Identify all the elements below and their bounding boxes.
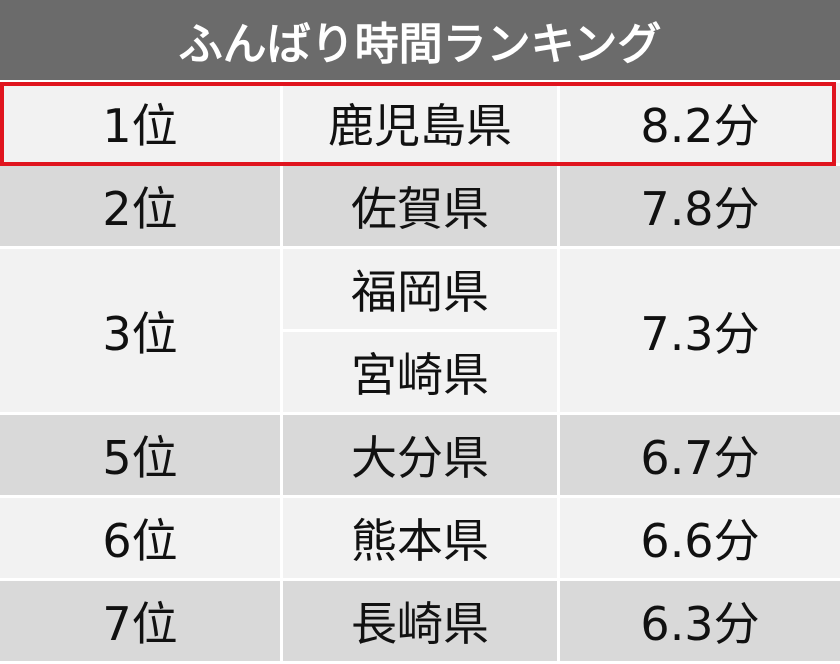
prefecture-cell: 長崎県 xyxy=(283,581,557,661)
time-cell: 7.3分 xyxy=(560,249,840,412)
time-cell: 7.8分 xyxy=(560,166,840,246)
rank-cell: 2位 xyxy=(0,166,280,246)
prefecture-cell: 佐賀県 xyxy=(283,166,557,246)
time-cell: 8.2分 xyxy=(560,83,840,163)
table-title: ふんばり時間ランキング xyxy=(0,0,840,80)
rank-cell: 1位 xyxy=(0,83,280,163)
time-cell: 6.7分 xyxy=(560,415,840,495)
rank-cell: 7位 xyxy=(0,581,280,661)
rank-cell: 3位 xyxy=(0,249,280,412)
prefecture-cell: 福岡県 xyxy=(283,249,557,329)
prefecture-cell: 鹿児島県 xyxy=(283,83,557,163)
rank-cell: 5位 xyxy=(0,415,280,495)
rank-cell: 6位 xyxy=(0,498,280,578)
prefecture-cell: 熊本県 xyxy=(283,498,557,578)
time-cell: 6.3分 xyxy=(560,581,840,661)
time-cell: 6.6分 xyxy=(560,498,840,578)
prefecture-cell: 大分県 xyxy=(283,415,557,495)
prefecture-cell: 宮崎県 xyxy=(283,332,557,412)
